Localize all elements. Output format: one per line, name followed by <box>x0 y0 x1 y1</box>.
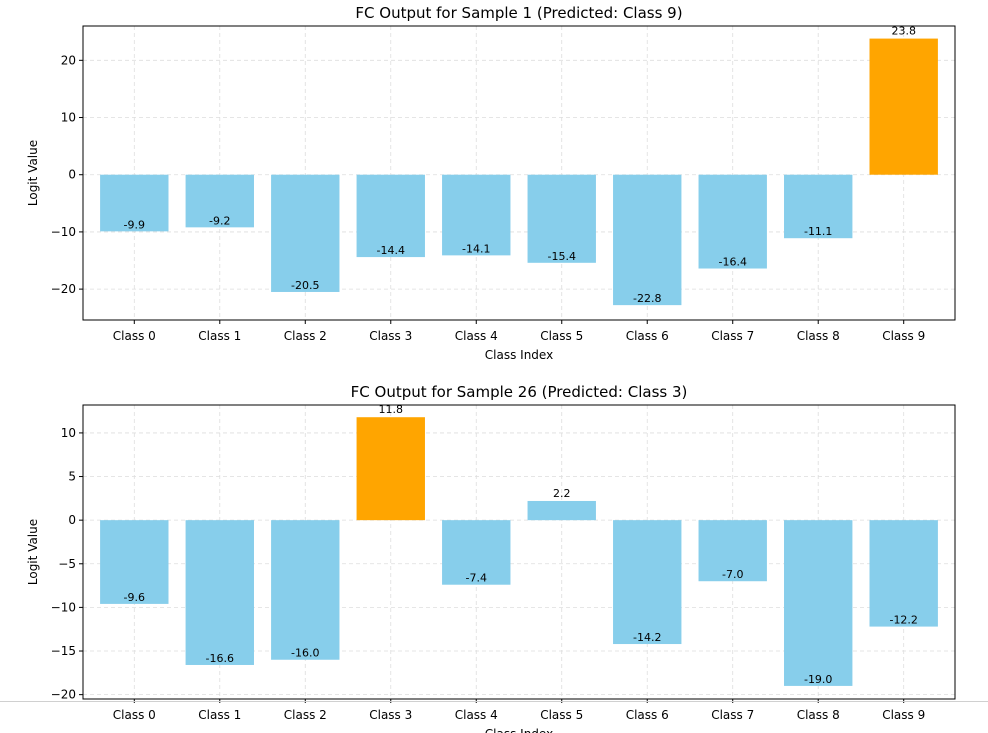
x-tick-label: Class 8 <box>797 708 840 722</box>
bar-class-8 <box>784 174 853 239</box>
bar-value-label: 11.8 <box>379 403 404 416</box>
bar-value-label: -19.0 <box>804 673 832 686</box>
y-axis-label: Logit Value <box>26 519 40 585</box>
x-tick-label: Class 9 <box>882 708 925 722</box>
x-tick-label: Class 1 <box>198 329 241 343</box>
x-tick-label: Class 9 <box>882 329 925 343</box>
bar-value-label: -14.2 <box>633 631 661 644</box>
plot-frame <box>82 404 956 700</box>
y-tick-label: −20 <box>51 282 76 296</box>
bar-value-label: -9.9 <box>124 218 145 231</box>
x-tick-label: Class 3 <box>369 329 412 343</box>
bar-value-label: 23.8 <box>891 25 916 38</box>
bar-class-2 <box>271 520 340 660</box>
bar-value-label: -12.2 <box>889 614 917 627</box>
y-tick-label: 10 <box>61 426 76 440</box>
x-tick-label: Class 4 <box>455 708 498 722</box>
x-tick-label: Class 0 <box>113 329 156 343</box>
x-tick-label: Class 1 <box>198 708 241 722</box>
x-tick-label: Class 5 <box>540 329 583 343</box>
bar-class-5 <box>527 500 596 521</box>
bar-class-9 <box>869 520 938 627</box>
y-tick-label: 10 <box>61 111 76 125</box>
bar-value-label: -11.1 <box>804 225 832 238</box>
y-tick-label: −20 <box>51 688 76 702</box>
bar-value-label: -9.2 <box>209 214 230 227</box>
y-tick-label: 0 <box>68 168 76 182</box>
bar-value-label: -14.1 <box>462 242 490 255</box>
bar-class-1 <box>185 174 254 228</box>
y-tick-label: −10 <box>51 600 76 614</box>
bar-class-6 <box>613 520 682 645</box>
bar-value-label: -14.4 <box>377 244 405 257</box>
y-tick-label: 20 <box>61 53 76 67</box>
bar-class-7 <box>698 520 767 582</box>
x-tick-label: Class 5 <box>540 708 583 722</box>
x-tick-label: Class 0 <box>113 708 156 722</box>
bar-class-3 <box>356 417 425 521</box>
x-axis-label: Class Index <box>485 727 553 733</box>
x-tick-label: Class 3 <box>369 708 412 722</box>
chart-title: FC Output for Sample 1 (Predicted: Class… <box>355 4 682 22</box>
bar-class-2 <box>271 174 340 292</box>
chart-2: -9.6 -16.6 -16.0 11.8 -7.4 2.2 -14.2 -7.0 -19.0 -… <box>26 383 956 733</box>
bar-value-label: -7.0 <box>722 568 743 581</box>
bar-class-5 <box>527 174 596 263</box>
x-tick-label: Class 2 <box>284 708 327 722</box>
bar-value-label: -20.5 <box>291 279 319 292</box>
x-tick-label: Class 6 <box>626 708 669 722</box>
y-tick-label: −10 <box>51 225 76 239</box>
y-tick-label: −15 <box>51 644 76 658</box>
bar-value-label: -22.8 <box>633 292 661 305</box>
x-axis-label: Class Index <box>485 348 553 362</box>
bar-class-4 <box>442 520 511 585</box>
x-tick-label: Class 7 <box>711 329 754 343</box>
bar-value-label: -16.6 <box>206 652 234 665</box>
bar-value-label: -7.4 <box>466 572 487 585</box>
x-tick-label: Class 7 <box>711 708 754 722</box>
plot-frame <box>82 25 956 321</box>
y-axis-label: Logit Value <box>26 140 40 206</box>
chart-1: -9.9 -9.2 -20.5 -14.4 -14.1 -15.4 -22.8 -16.4 -1… <box>26 4 956 362</box>
bar-value-label: 2.2 <box>553 487 571 500</box>
bar-value-label: -15.4 <box>548 250 576 263</box>
bar-class-4 <box>442 174 511 256</box>
x-tick-label: Class 4 <box>455 329 498 343</box>
bar-class-0 <box>100 174 169 232</box>
bar-class-8 <box>784 520 853 686</box>
bar-class-7 <box>698 174 767 269</box>
bar-value-label: -9.6 <box>124 591 145 604</box>
chart-title: FC Output for Sample 26 (Predicted: Clas… <box>351 383 688 401</box>
bar-class-3 <box>356 174 425 258</box>
bar-class-6 <box>613 174 682 306</box>
bar-class-9 <box>869 38 938 175</box>
y-tick-label: 0 <box>68 513 76 527</box>
bar-class-1 <box>185 520 254 665</box>
bar-value-label: -16.4 <box>718 256 746 269</box>
bar-class-0 <box>100 520 169 604</box>
page-bottom-rule <box>0 701 988 702</box>
bar-value-label: -16.0 <box>291 647 319 660</box>
x-tick-label: Class 8 <box>797 329 840 343</box>
y-tick-label: −5 <box>58 557 76 571</box>
x-tick-label: Class 6 <box>626 329 669 343</box>
y-tick-label: 5 <box>68 470 76 484</box>
x-tick-label: Class 2 <box>284 329 327 343</box>
